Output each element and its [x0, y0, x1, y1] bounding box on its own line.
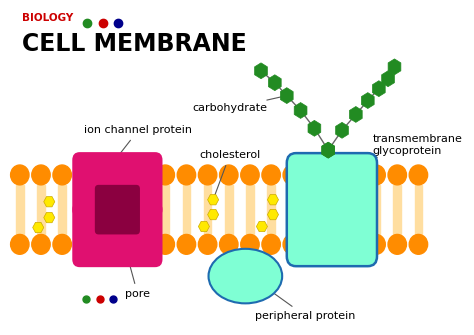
Polygon shape — [208, 209, 219, 220]
Circle shape — [262, 234, 280, 254]
Circle shape — [367, 234, 385, 254]
Circle shape — [409, 234, 428, 254]
Bar — [58, 185, 66, 210]
Polygon shape — [308, 120, 321, 136]
Circle shape — [10, 165, 29, 185]
Bar — [16, 210, 24, 234]
Bar — [372, 185, 380, 210]
Circle shape — [388, 234, 407, 254]
Bar — [393, 185, 401, 210]
Circle shape — [241, 165, 259, 185]
Circle shape — [32, 165, 50, 185]
Circle shape — [367, 165, 385, 185]
Bar — [204, 210, 211, 234]
Polygon shape — [256, 221, 267, 232]
Circle shape — [199, 165, 217, 185]
Bar — [267, 210, 275, 234]
Bar — [37, 185, 45, 210]
Polygon shape — [322, 142, 335, 158]
Text: ion channel protein: ion channel protein — [84, 125, 192, 168]
Polygon shape — [268, 75, 281, 91]
Bar — [289, 185, 296, 210]
Circle shape — [177, 165, 196, 185]
Bar — [182, 185, 190, 210]
Text: peripheral protein: peripheral protein — [255, 288, 356, 321]
Text: carbohydrate: carbohydrate — [192, 96, 284, 114]
FancyBboxPatch shape — [72, 152, 163, 217]
Bar — [16, 185, 24, 210]
Polygon shape — [294, 103, 307, 118]
Ellipse shape — [209, 249, 282, 304]
Bar — [204, 185, 211, 210]
Text: transmembrane
glycoprotein: transmembrane glycoprotein — [373, 134, 462, 156]
Bar — [393, 210, 401, 234]
Text: BIOLOGY: BIOLOGY — [22, 13, 73, 23]
Polygon shape — [255, 63, 267, 79]
Bar — [37, 210, 45, 234]
Polygon shape — [44, 197, 55, 207]
Circle shape — [32, 234, 50, 254]
Circle shape — [10, 234, 29, 254]
Circle shape — [219, 234, 238, 254]
Circle shape — [262, 165, 280, 185]
Circle shape — [156, 165, 174, 185]
Circle shape — [53, 165, 72, 185]
Polygon shape — [281, 88, 293, 104]
Bar — [415, 210, 422, 234]
Circle shape — [388, 165, 407, 185]
Bar — [161, 185, 169, 210]
Polygon shape — [349, 107, 362, 122]
Circle shape — [156, 234, 174, 254]
FancyBboxPatch shape — [287, 153, 377, 266]
Bar — [267, 185, 275, 210]
Polygon shape — [373, 81, 385, 96]
Bar — [372, 210, 380, 234]
Circle shape — [283, 234, 301, 254]
Polygon shape — [208, 195, 219, 205]
Bar — [246, 210, 254, 234]
Polygon shape — [336, 122, 348, 138]
Bar — [225, 185, 233, 210]
Circle shape — [219, 165, 238, 185]
Circle shape — [409, 165, 428, 185]
Polygon shape — [267, 195, 279, 205]
Polygon shape — [33, 222, 44, 232]
Circle shape — [177, 234, 196, 254]
Circle shape — [199, 234, 217, 254]
Text: pore: pore — [118, 222, 150, 299]
Polygon shape — [322, 142, 335, 158]
Polygon shape — [267, 209, 279, 220]
Polygon shape — [44, 212, 55, 223]
Bar — [182, 210, 190, 234]
Polygon shape — [199, 221, 210, 232]
Bar — [289, 210, 296, 234]
Polygon shape — [361, 92, 374, 109]
Bar — [225, 210, 233, 234]
Circle shape — [241, 234, 259, 254]
Bar — [58, 210, 66, 234]
Polygon shape — [382, 71, 394, 87]
Text: CELL MEMBRANE: CELL MEMBRANE — [22, 32, 246, 56]
FancyBboxPatch shape — [95, 185, 140, 234]
Circle shape — [283, 165, 301, 185]
Circle shape — [53, 234, 72, 254]
Bar — [246, 185, 254, 210]
Bar — [161, 210, 169, 234]
Text: cholesterol: cholesterol — [199, 150, 260, 197]
FancyBboxPatch shape — [72, 202, 163, 267]
Bar — [415, 185, 422, 210]
Polygon shape — [388, 59, 401, 75]
